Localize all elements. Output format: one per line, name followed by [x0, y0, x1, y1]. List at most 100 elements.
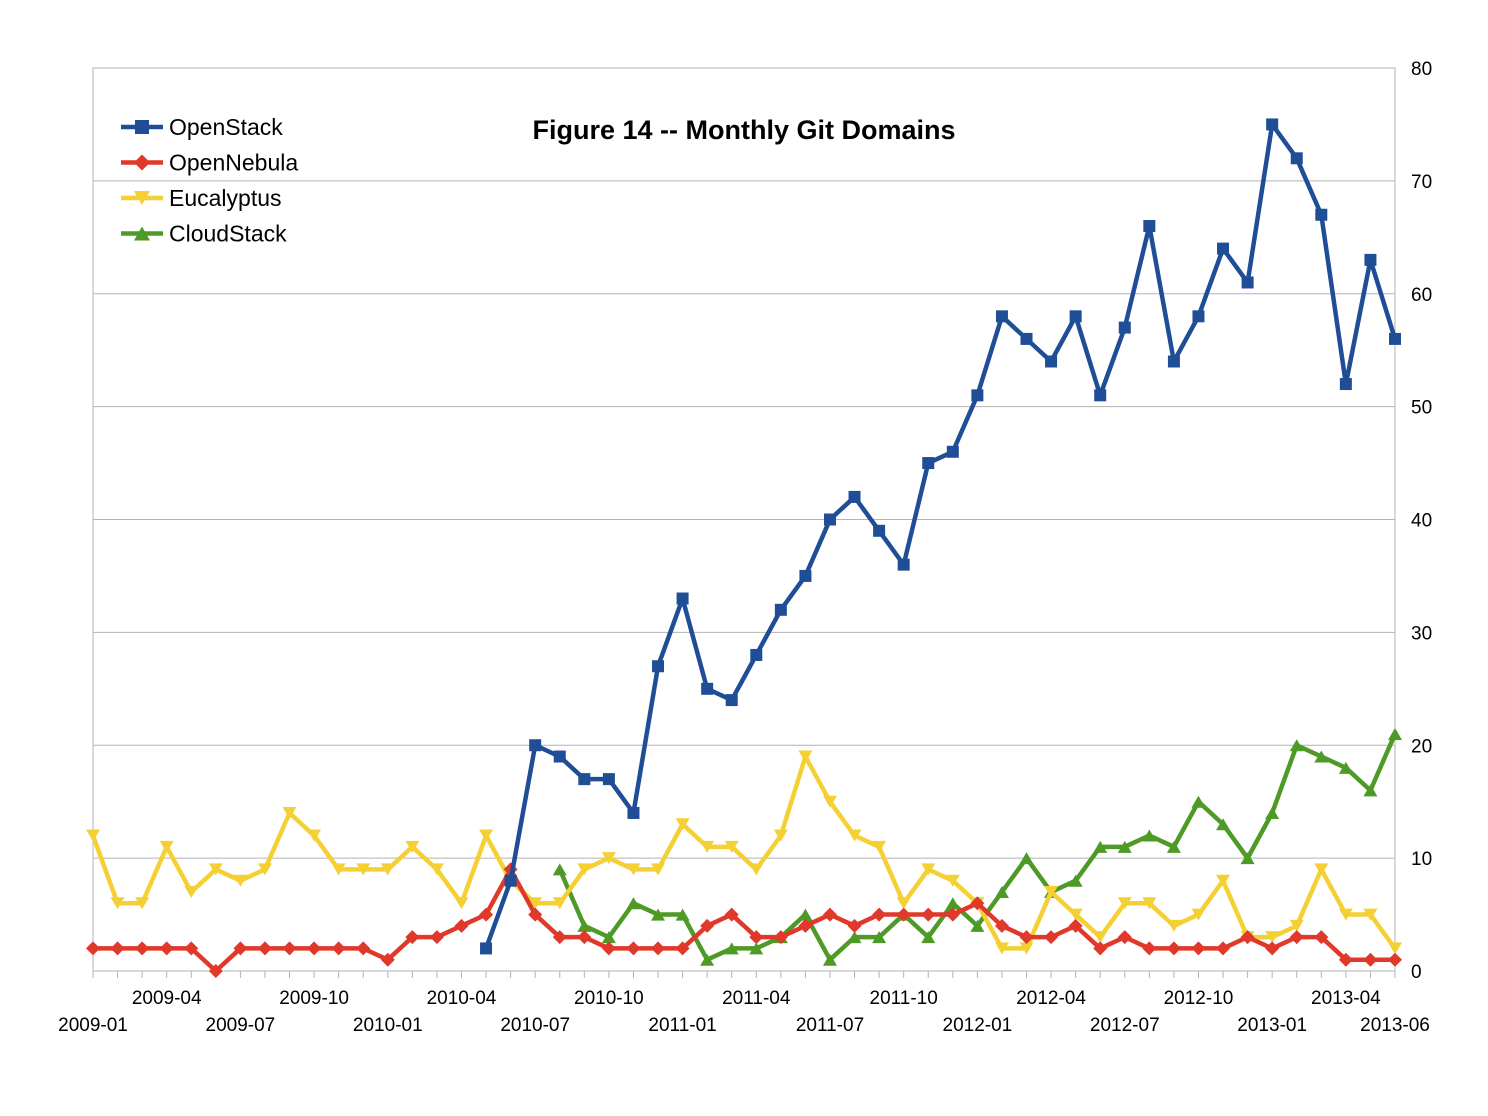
- data-point-opennebula: [257, 941, 272, 956]
- y-tick-label: 50: [1411, 398, 1432, 419]
- data-point-cloudstack: [872, 931, 887, 944]
- x-tick-label: 2009-01: [58, 1015, 128, 1036]
- data-point-opennebula: [1314, 930, 1329, 945]
- data-point-cloudstack: [1388, 727, 1402, 740]
- data-point-cloudstack: [749, 942, 764, 955]
- legend-item-cloudstack: CloudStack: [121, 221, 287, 247]
- data-point-openstack: [971, 389, 984, 402]
- legend-label: OpenStack: [169, 114, 283, 140]
- data-point-eucalyptus: [1363, 908, 1378, 921]
- data-point-openstack: [922, 457, 935, 470]
- data-point-opennebula: [110, 941, 125, 956]
- y-tick-label: 20: [1411, 736, 1432, 757]
- data-point-eucalyptus: [307, 829, 322, 842]
- series-opennebula: [86, 862, 1402, 978]
- y-tick-label: 40: [1411, 511, 1432, 532]
- data-point-openstack: [946, 445, 959, 458]
- data-point-eucalyptus: [110, 897, 125, 910]
- data-point-openstack: [1217, 242, 1230, 255]
- x-tick-label: 2012-10: [1164, 988, 1234, 1009]
- y-tick-label: 60: [1411, 285, 1432, 306]
- data-point-opennebula: [552, 930, 567, 945]
- data-point-opennebula: [282, 941, 297, 956]
- data-point-eucalyptus: [86, 829, 100, 842]
- data-point-eucalyptus: [1216, 874, 1231, 887]
- data-point-eucalyptus: [896, 897, 911, 910]
- data-point-cloudstack: [798, 908, 813, 921]
- data-point-openstack: [1192, 310, 1205, 323]
- data-point-eucalyptus: [1019, 942, 1034, 955]
- data-point-cloudstack: [822, 953, 837, 966]
- data-point-openstack: [1364, 253, 1377, 266]
- y-tick-label: 80: [1411, 59, 1432, 80]
- x-tick-label: 2011-01: [648, 1015, 716, 1036]
- data-point-cloudstack: [1019, 852, 1034, 865]
- data-point-opennebula: [356, 941, 371, 956]
- data-point-cloudstack: [1338, 761, 1353, 774]
- data-point-eucalyptus: [1117, 897, 1132, 910]
- data-point-openstack: [1118, 321, 1131, 334]
- data-point-eucalyptus: [528, 897, 543, 910]
- data-point-cloudstack: [724, 942, 739, 955]
- data-point-cloudstack: [1289, 739, 1304, 752]
- data-point-eucalyptus: [822, 795, 837, 808]
- data-point-opennebula: [921, 907, 936, 922]
- data-point-openstack: [1339, 378, 1352, 391]
- data-point-cloudstack: [1363, 784, 1378, 797]
- x-tick-label: 2011-07: [796, 1015, 864, 1036]
- data-point-eucalyptus: [282, 806, 297, 819]
- data-point-cloudstack: [675, 908, 690, 921]
- data-point-openstack: [1266, 118, 1279, 131]
- data-point-openstack: [725, 694, 738, 707]
- data-point-cloudstack: [945, 897, 960, 910]
- y-tick-label: 30: [1411, 623, 1432, 644]
- data-point-opennebula: [700, 918, 715, 933]
- x-tick-label: 2010-01: [353, 1015, 423, 1036]
- data-point-eucalyptus: [135, 897, 150, 910]
- data-point-opennebula: [479, 907, 494, 922]
- data-point-eucalyptus: [1093, 931, 1108, 944]
- data-point-openstack: [1167, 355, 1180, 368]
- data-point-opennebula: [159, 941, 174, 956]
- legend-swatch-marker: [134, 154, 150, 171]
- data-point-eucalyptus: [184, 885, 199, 898]
- data-point-opennebula: [724, 907, 739, 922]
- data-point-eucalyptus: [921, 863, 936, 876]
- data-point-openstack: [676, 592, 689, 605]
- data-point-eucalyptus: [675, 818, 690, 831]
- data-point-opennebula: [1240, 930, 1255, 945]
- data-point-cloudstack: [700, 953, 715, 966]
- data-point-eucalyptus: [1338, 908, 1353, 921]
- x-tick-label: 2009-04: [132, 988, 202, 1009]
- x-tick-label: 2013-06: [1360, 1015, 1430, 1036]
- data-point-opennebula: [380, 952, 395, 967]
- data-point-eucalyptus: [233, 874, 248, 887]
- data-point-opennebula: [307, 941, 322, 956]
- data-point-opennebula: [233, 941, 248, 956]
- data-point-opennebula: [1117, 930, 1132, 945]
- data-point-openstack: [652, 660, 665, 673]
- data-point-cloudstack: [921, 931, 936, 944]
- data-point-opennebula: [1289, 930, 1304, 945]
- data-point-opennebula: [1265, 941, 1280, 956]
- x-tick-label: 2010-04: [427, 988, 497, 1009]
- x-tick-label: 2009-10: [279, 988, 349, 1009]
- legend-label: Eucalyptus: [169, 185, 282, 211]
- data-point-opennebula: [945, 907, 960, 922]
- data-point-cloudstack: [1191, 795, 1206, 808]
- data-point-cloudstack: [970, 919, 985, 932]
- data-point-opennebula: [896, 907, 911, 922]
- data-point-openstack: [504, 874, 517, 887]
- data-point-openstack: [799, 569, 812, 582]
- data-point-opennebula: [577, 930, 592, 945]
- data-point-opennebula: [651, 941, 666, 956]
- data-point-cloudstack: [1216, 818, 1231, 831]
- data-point-openstack: [1069, 310, 1082, 323]
- data-point-opennebula: [135, 941, 150, 956]
- data-point-opennebula: [1191, 941, 1206, 956]
- data-point-opennebula: [1068, 918, 1083, 933]
- data-point-eucalyptus: [1388, 942, 1402, 955]
- data-point-opennebula: [994, 918, 1009, 933]
- data-point-eucalyptus: [331, 863, 346, 876]
- data-point-opennebula: [1216, 941, 1231, 956]
